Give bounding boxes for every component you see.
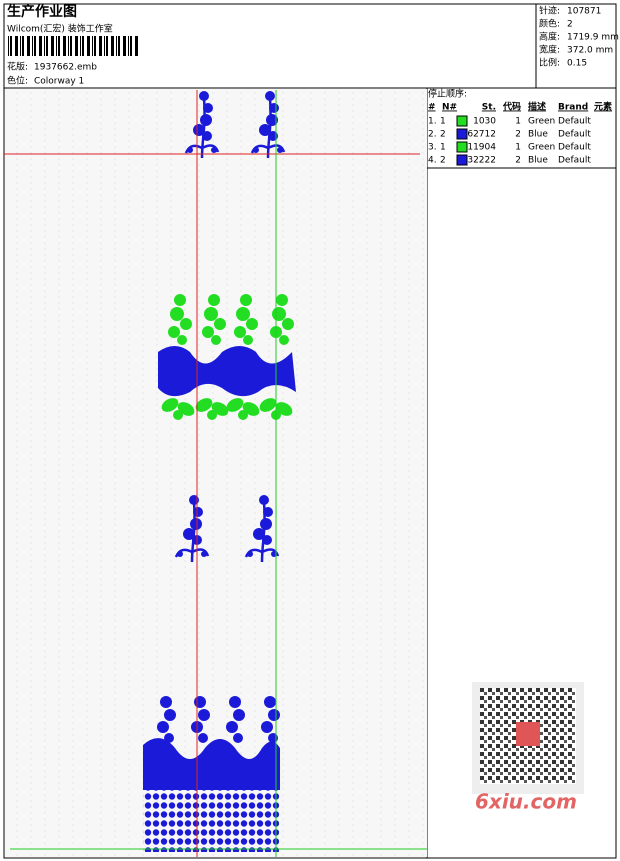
bar [56,36,57,56]
cell: 1. [428,117,437,127]
bar [80,36,81,56]
cell: 1 [515,117,521,127]
cell: 2 [440,156,446,166]
cell: 1030 [473,117,496,127]
bar [44,36,45,56]
cell: Default [558,117,591,127]
cell: Green [528,117,555,127]
bar [34,36,36,56]
bar [130,36,132,56]
motif [143,738,280,790]
bar [63,36,66,56]
column-header: N# [442,103,457,113]
bar [99,36,102,56]
bar [82,36,84,56]
info-value: 2 [567,20,573,30]
info-label: 高度: [539,31,560,43]
info-label: 针迹: [539,5,560,17]
design-canvas [5,89,427,857]
bar [46,36,48,56]
bar [20,36,21,56]
info-label: 颜色: [539,18,560,30]
embroidery [143,89,296,852]
bar [123,36,126,56]
color-swatch [456,128,468,140]
bar [116,36,117,56]
motif [143,790,279,852]
bar [128,36,129,56]
cell: 3. [428,143,437,153]
bar [135,36,138,56]
info-value: 107871 [567,7,601,17]
design-label: 花版: [7,61,28,73]
watermark: 6xiu.com [475,790,577,814]
info-box: 针迹: 107871 颜色: 2 高度: 1719.9 mm 宽度: 372.0 mm 比例: 0… [539,5,619,69]
barcode [8,36,138,56]
column-header: 元素 [594,101,612,113]
color-swatch [456,154,468,166]
table-title: 停止顺序: [428,88,467,100]
cell: 2. [428,130,437,140]
colorway: Colorway 1 [34,77,84,87]
bar [94,36,96,56]
column-header: # [428,103,436,113]
colorway-label: 色位: [7,75,28,87]
cell: Default [558,130,591,140]
bar [118,36,120,56]
bar [111,36,114,56]
info-value: 372.0 mm [567,46,613,56]
column-header: Brand [558,103,588,113]
info-label: 比例: [539,57,560,69]
motif [158,346,296,397]
bar [39,36,42,56]
bar [51,36,54,56]
cell: 2 [515,130,521,140]
design: 1937662.emb [34,63,97,73]
bar [70,36,72,56]
bar [8,36,9,56]
bar [10,36,12,56]
cell: 4. [428,156,437,166]
column-header: 代码 [502,101,521,113]
info-value: 0.15 [567,59,587,69]
cell: Default [558,156,591,166]
cell: 2 [440,130,446,140]
cell: 1 [440,117,446,127]
cell: 1 [440,143,446,153]
cell: 62712 [467,130,496,140]
column-header: St. [482,103,496,113]
bar [75,36,78,56]
bar [106,36,108,56]
color-swatch [456,141,468,153]
studio: Wilcom(汇宏) 装饰工作室 [7,23,113,35]
cell: Blue [528,156,548,166]
title: 生产作业图 [7,3,77,20]
qr-logo [516,722,540,746]
cell: 1 [515,143,521,153]
color-swatch [456,115,468,127]
bar [87,36,90,56]
bar [58,36,60,56]
info-value: 1719.9 mm [567,33,619,43]
cell: Green [528,143,555,153]
cell: Default [558,143,591,153]
bar [15,36,18,56]
bar [68,36,69,56]
bar [92,36,93,56]
bar [22,36,24,56]
cell: 32222 [467,156,496,166]
cell: 11904 [467,143,496,153]
bar [32,36,33,56]
column-header: 描述 [528,101,546,113]
bar [27,36,30,56]
cell: 2 [515,156,521,166]
bar [104,36,105,56]
cell: Blue [528,130,548,140]
info-label: 宽度: [539,44,560,56]
